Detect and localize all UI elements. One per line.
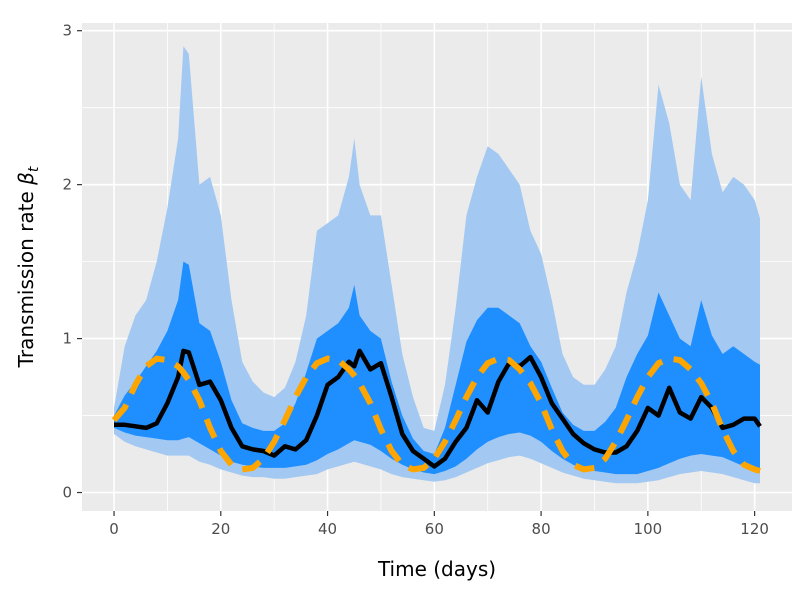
y-axis-title-symbol: β xyxy=(14,172,38,186)
y-axis-title-subscript: t xyxy=(26,166,42,172)
x-tick-label: 100 xyxy=(634,520,663,538)
y-axis-title-text: Transmission rate xyxy=(14,191,38,368)
y-axis-title: Transmission rate βt xyxy=(14,166,42,368)
y-tick-label: 1 xyxy=(62,330,72,348)
truth-line xyxy=(111,355,761,474)
x-axis-title: Time (days) xyxy=(377,557,496,581)
x-tick-label: 20 xyxy=(211,520,230,538)
x-tick-label: 60 xyxy=(425,520,444,538)
x-tick-label: 120 xyxy=(740,520,769,538)
y-axis-ticks: 0 1 2 3 xyxy=(62,22,82,502)
y-tick-label: 2 xyxy=(62,176,72,194)
inner-credible-band xyxy=(114,261,760,475)
x-tick-label: 40 xyxy=(318,520,337,538)
y-tick-label: 0 xyxy=(62,484,72,502)
y-tick-label: 3 xyxy=(62,22,72,40)
x-tick-label: 0 xyxy=(109,520,119,538)
x-axis-ticks: 0 20 40 60 80 100 120 xyxy=(109,511,769,538)
estimate-line xyxy=(114,348,762,469)
x-tick-label: 80 xyxy=(532,520,551,538)
